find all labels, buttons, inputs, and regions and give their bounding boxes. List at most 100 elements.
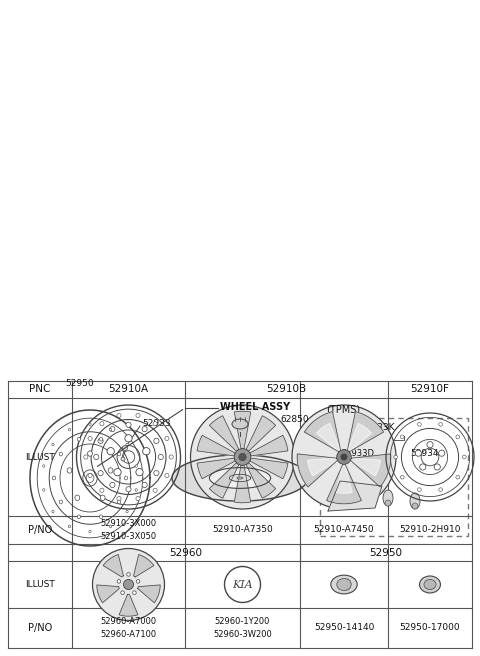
Circle shape bbox=[88, 436, 92, 441]
Text: 52960: 52960 bbox=[169, 548, 203, 558]
Text: 52950-17000: 52950-17000 bbox=[400, 623, 460, 632]
Text: 52910A: 52910A bbox=[108, 384, 149, 394]
Polygon shape bbox=[250, 436, 288, 456]
Polygon shape bbox=[119, 594, 138, 616]
Polygon shape bbox=[246, 416, 276, 451]
Ellipse shape bbox=[118, 452, 121, 456]
Text: P/NO: P/NO bbox=[28, 525, 52, 535]
Text: (TPMS): (TPMS) bbox=[326, 405, 360, 415]
Circle shape bbox=[427, 441, 433, 448]
Polygon shape bbox=[30, 410, 150, 546]
Ellipse shape bbox=[67, 468, 72, 473]
Text: 52910-A7450: 52910-A7450 bbox=[314, 525, 374, 535]
Circle shape bbox=[292, 405, 396, 509]
Circle shape bbox=[394, 455, 397, 459]
Text: 52960-1Y200
52960-3W200: 52960-1Y200 52960-3W200 bbox=[213, 617, 272, 639]
Circle shape bbox=[434, 464, 440, 470]
Ellipse shape bbox=[344, 578, 351, 591]
Text: 52910-3X000
52910-3X050: 52910-3X000 52910-3X050 bbox=[100, 520, 156, 541]
Circle shape bbox=[165, 474, 169, 478]
Polygon shape bbox=[327, 464, 361, 504]
Polygon shape bbox=[209, 468, 271, 489]
Ellipse shape bbox=[126, 443, 128, 446]
Text: 62850: 62850 bbox=[280, 415, 309, 424]
Ellipse shape bbox=[412, 503, 418, 509]
Circle shape bbox=[142, 426, 147, 432]
Text: P/NO: P/NO bbox=[28, 623, 52, 633]
Ellipse shape bbox=[383, 490, 393, 506]
Circle shape bbox=[126, 422, 131, 427]
Ellipse shape bbox=[77, 438, 81, 441]
Text: 52934: 52934 bbox=[411, 449, 439, 457]
Ellipse shape bbox=[232, 419, 248, 429]
Circle shape bbox=[98, 470, 103, 476]
Circle shape bbox=[158, 455, 163, 460]
Circle shape bbox=[117, 580, 120, 583]
Ellipse shape bbox=[43, 464, 45, 467]
Polygon shape bbox=[229, 474, 251, 482]
Polygon shape bbox=[304, 411, 341, 452]
Polygon shape bbox=[297, 454, 337, 487]
Polygon shape bbox=[328, 481, 382, 511]
Text: 52910-2H910: 52910-2H910 bbox=[399, 525, 461, 535]
Polygon shape bbox=[336, 464, 352, 493]
Ellipse shape bbox=[77, 515, 81, 519]
Polygon shape bbox=[250, 458, 288, 479]
Circle shape bbox=[136, 468, 143, 476]
Text: PNC: PNC bbox=[29, 384, 51, 394]
Circle shape bbox=[117, 497, 121, 501]
Ellipse shape bbox=[43, 489, 45, 491]
Circle shape bbox=[456, 476, 460, 479]
Circle shape bbox=[456, 435, 460, 439]
Ellipse shape bbox=[385, 500, 391, 506]
Text: 52950: 52950 bbox=[370, 548, 403, 558]
Polygon shape bbox=[209, 416, 239, 451]
Ellipse shape bbox=[68, 525, 71, 527]
Circle shape bbox=[154, 438, 159, 443]
Circle shape bbox=[110, 426, 115, 432]
Ellipse shape bbox=[331, 575, 357, 594]
Text: ILLUST: ILLUST bbox=[25, 580, 55, 589]
Circle shape bbox=[418, 488, 421, 491]
Polygon shape bbox=[209, 462, 239, 499]
Polygon shape bbox=[97, 585, 119, 603]
Ellipse shape bbox=[59, 452, 62, 456]
Ellipse shape bbox=[59, 500, 62, 504]
Circle shape bbox=[154, 470, 159, 476]
Ellipse shape bbox=[52, 510, 54, 513]
Circle shape bbox=[127, 573, 130, 576]
Polygon shape bbox=[348, 424, 372, 452]
Text: 52950-14140: 52950-14140 bbox=[314, 623, 374, 632]
Polygon shape bbox=[234, 411, 251, 449]
Text: 52933K: 52933K bbox=[361, 424, 395, 432]
Circle shape bbox=[439, 450, 445, 457]
Polygon shape bbox=[138, 585, 160, 603]
Circle shape bbox=[239, 453, 246, 461]
Polygon shape bbox=[316, 424, 341, 452]
Text: 52933D: 52933D bbox=[341, 449, 374, 457]
Text: 24537: 24537 bbox=[358, 462, 386, 470]
Circle shape bbox=[439, 488, 443, 491]
Circle shape bbox=[439, 422, 443, 426]
Circle shape bbox=[94, 455, 99, 460]
Polygon shape bbox=[350, 458, 380, 476]
Circle shape bbox=[121, 591, 124, 594]
Ellipse shape bbox=[68, 428, 71, 431]
Circle shape bbox=[88, 474, 92, 478]
Text: 52910B: 52910B bbox=[266, 384, 307, 394]
Polygon shape bbox=[308, 458, 337, 476]
Ellipse shape bbox=[424, 579, 436, 590]
Text: KIA: KIA bbox=[232, 579, 253, 590]
Circle shape bbox=[337, 450, 351, 464]
Circle shape bbox=[110, 482, 115, 487]
Ellipse shape bbox=[109, 525, 112, 527]
Circle shape bbox=[169, 455, 173, 459]
Circle shape bbox=[121, 457, 125, 461]
Circle shape bbox=[122, 445, 128, 451]
Text: 52933: 52933 bbox=[142, 419, 170, 428]
Circle shape bbox=[132, 591, 136, 594]
Circle shape bbox=[462, 455, 466, 459]
Ellipse shape bbox=[99, 515, 103, 519]
Circle shape bbox=[418, 422, 421, 426]
Text: WHEEL ASSY: WHEEL ASSY bbox=[220, 402, 290, 412]
